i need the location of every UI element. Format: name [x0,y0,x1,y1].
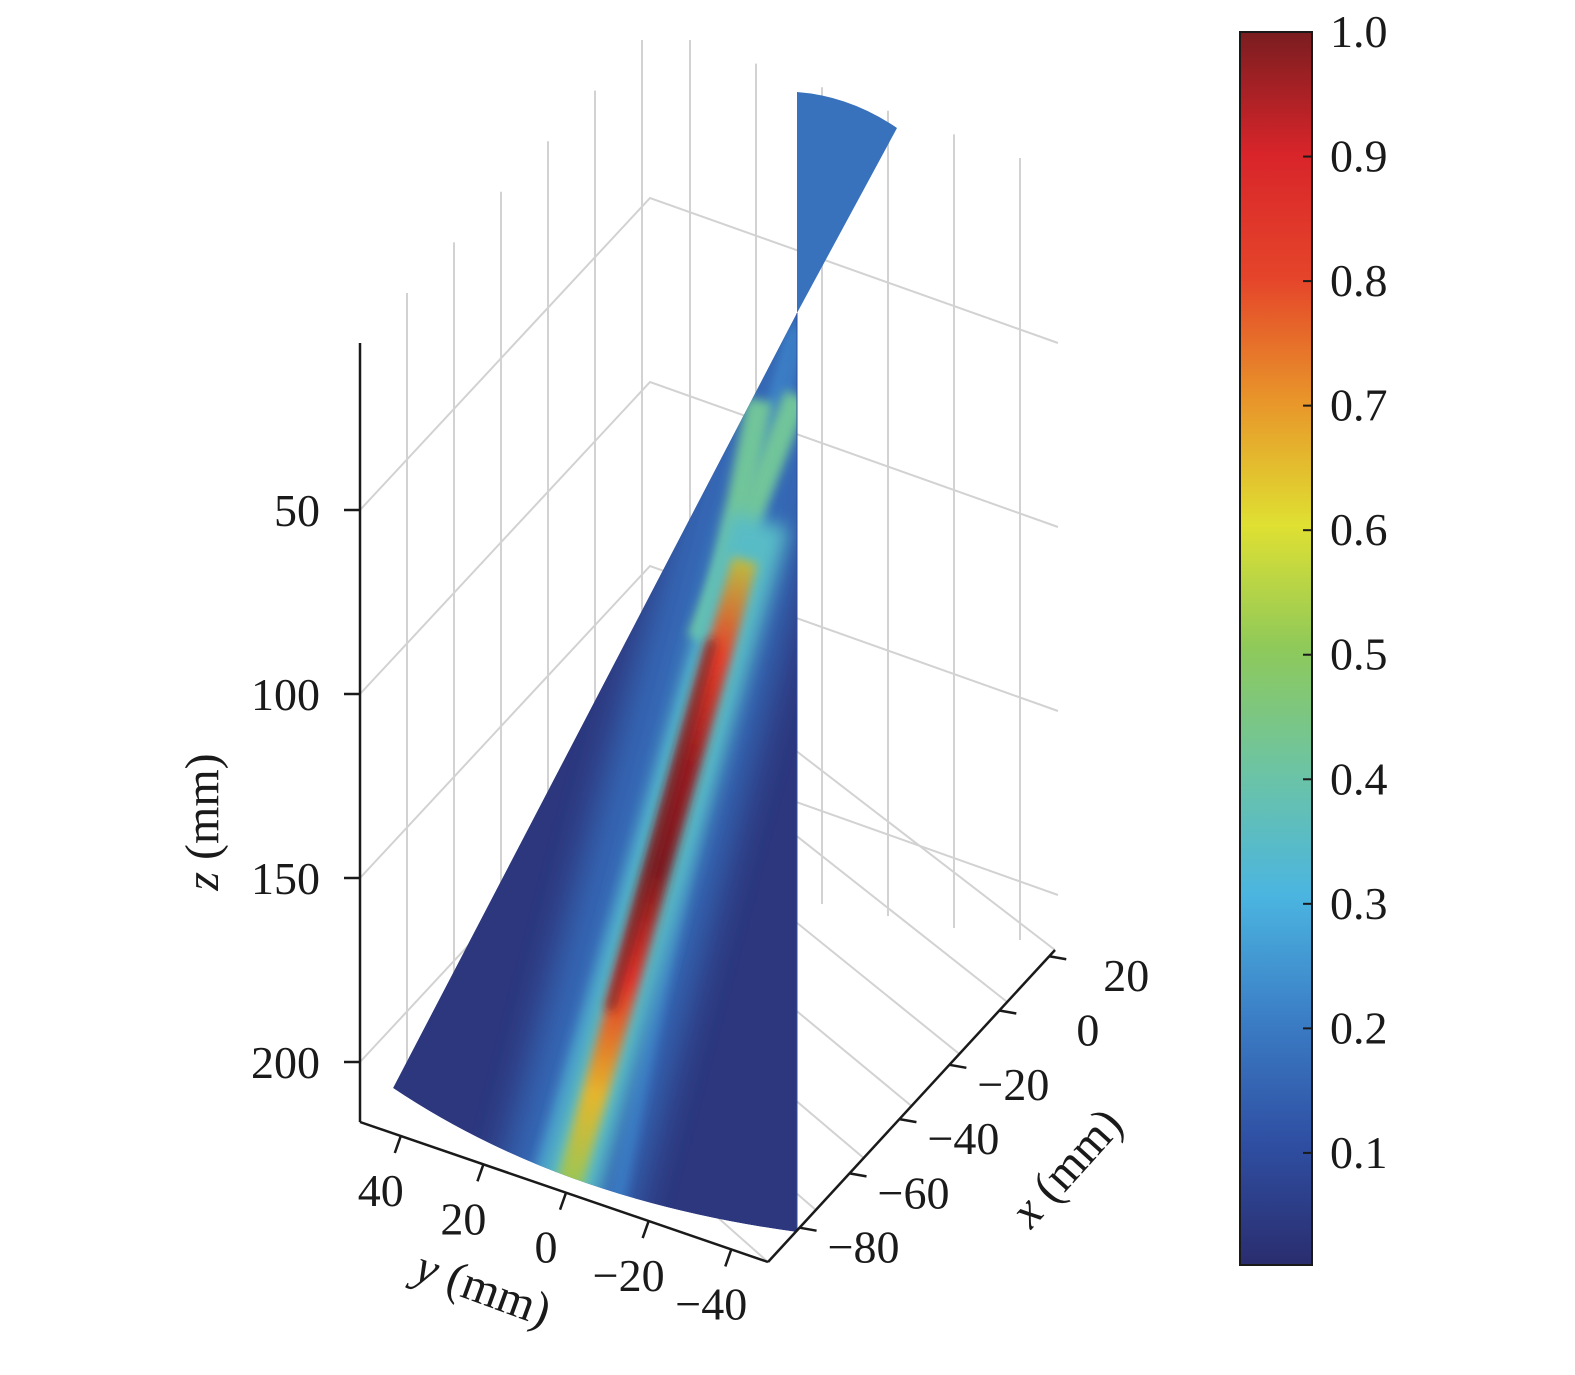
y-tick-label: 0 [535,1222,558,1273]
colorbar-bar [1239,31,1313,1266]
z-tick-label: 100 [251,669,320,720]
z-axis-title: z (mm) [176,753,229,891]
x-axis-line [767,949,1056,1263]
colorbar-tick-label: 0.3 [1330,878,1388,929]
x-tick-label: −40 [927,1113,999,1164]
colorbar-tick-label: 0.9 [1330,131,1388,182]
upper-sector [797,92,897,313]
x-tick-label: −20 [977,1059,1049,1110]
x-tick [799,1226,817,1232]
colorbar-tick-label: 0.5 [1330,629,1388,680]
y-tick-label: −20 [593,1250,665,1301]
x-tick [849,1172,867,1178]
beam-peak [606,638,716,1012]
x-tick [999,1009,1017,1015]
grid-line [359,564,1059,879]
cone-field [393,313,797,1232]
x-tick [949,1063,967,1070]
intensity-field [393,92,897,1232]
y-tick [393,1135,402,1154]
y-tick [641,1220,650,1239]
x-axis-title: x (mm) [999,1098,1133,1238]
y-tick [476,1163,485,1182]
x-tick-label: 20 [1103,950,1149,1001]
y-tick-label: −40 [675,1278,747,1329]
colorbar-tick-label: 0.2 [1330,1002,1388,1053]
y-tick-label: 40 [358,1165,404,1216]
colorbar-tick-label: 1.0 [1330,6,1388,57]
y-axis-line [359,1120,769,1264]
x-tick-label: 0 [1076,1005,1099,1056]
y-tick-label: 20 [440,1193,486,1244]
grid-line [359,380,1059,695]
colorbar-tick-label: 0.7 [1330,380,1388,431]
y-tick [558,1192,568,1211]
z-tick-label: 150 [251,853,320,904]
z-tick-label: 50 [274,485,320,536]
x-tick [899,1117,917,1124]
beam-core [552,556,758,1204]
colorbar-tick-label: 0.6 [1330,504,1388,555]
colorbar-tick-label: 0.8 [1330,255,1388,306]
x-tick-label: −60 [878,1167,950,1218]
colorbar-tick-label: 0.4 [1330,753,1388,804]
z-tick-label: 200 [251,1037,320,1088]
grid-line [794,749,1056,951]
x-tick-label: −80 [828,1222,900,1273]
y-tick [724,1248,733,1267]
x-tick [1049,955,1067,961]
colorbar: 0.1 0.2 0.3 0.4 0.5 0.6 0.7 0.8 0.9 1.0 [1239,6,1388,1266]
grid-line [359,196,1059,511]
colorbar-tick-label: 0.1 [1330,1127,1388,1178]
